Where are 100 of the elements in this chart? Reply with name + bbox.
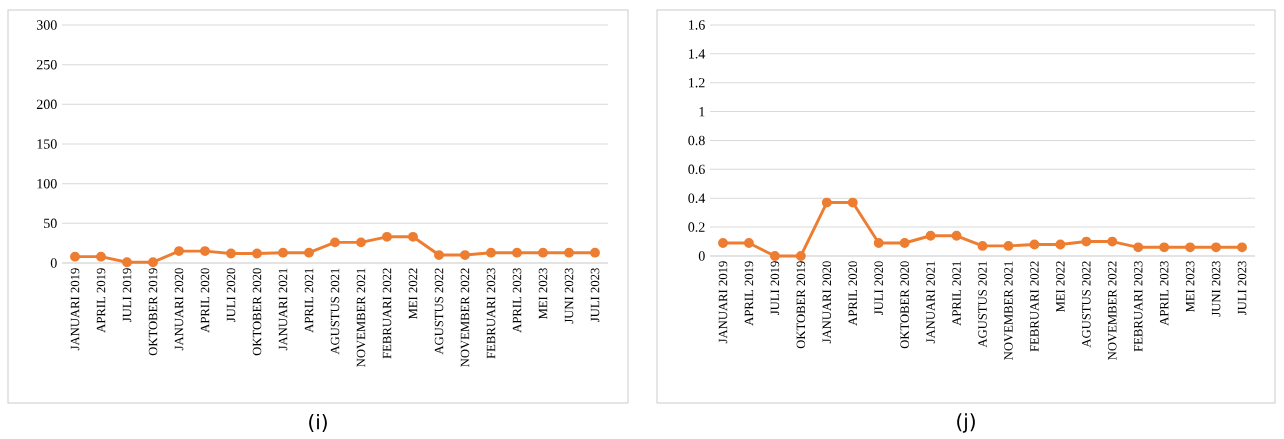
x-tick-label: JUNI 2023 [1211,261,1221,317]
point [252,248,262,259]
y-tick-label: 100 [37,178,57,189]
x-tick-label: JANUARI 2019 [70,268,80,351]
point [1081,236,1092,247]
x-tick-label: JANUARI 2020 [174,268,184,351]
x-tick-label: AGUSTUS 2021 [978,261,987,348]
point [795,251,806,261]
point [847,197,858,208]
text: (j) [957,413,975,433]
point [460,250,470,260]
x-tick-label: JULI 2023 [590,268,600,322]
point [718,238,728,248]
y-tick-label: 250 [36,59,57,70]
x-tick-label: OKTOBER 2020 [900,261,909,349]
point [356,237,366,248]
y-tick-label: 200 [36,99,57,110]
point [564,247,574,258]
x-tick-label: JULI 2023 [1237,261,1247,315]
x-tick-label: FEBRUARI 2022 [1030,261,1039,352]
x-tick-label: AGUSTUS 2022 [434,268,444,355]
point [1211,242,1222,253]
point [200,246,210,257]
point [821,197,832,208]
y-tick-label: 0.6 [688,164,705,175]
x-tick-label: JULI 2019 [770,261,780,315]
x-tick-label: JULI 2020 [226,268,236,322]
y-tick-label: 0 [50,258,57,268]
point [512,247,522,258]
y-tick-label: 300 [36,20,57,30]
point [977,240,988,251]
point [1133,242,1144,253]
x-tick-label: OKTOBER 2019 [148,268,158,356]
x-tick-label: NOVEMBER 2022 [1107,261,1117,360]
x-tick-label: FEBRUARI 2023 [486,268,496,359]
x-tick-label: MEI 2023 [1185,261,1195,313]
x-tick-label: APRIL 2020 [848,261,858,326]
point [1003,240,1014,251]
y-tick-label: 0.2 [688,222,705,232]
text: (i) [309,414,327,432]
x-tick-label: APRIL 2020 [200,268,210,333]
y-tick-label: 50 [44,218,57,229]
point [278,247,288,258]
point [1055,239,1066,250]
y-tick-label: 0.4 [688,193,706,203]
y-tick-label: 1.2 [689,78,705,88]
x-tick-label: NOVEMBER 2021 [356,268,366,367]
point [382,231,392,242]
x-tick-label: APRIL 2021 [952,261,961,326]
y-tick-label: 1 [699,107,705,117]
x-tick-label: AGUSTUS 2022 [1082,261,1091,348]
point [1107,236,1118,247]
x-tick-label: NOVEMBER 2022 [460,268,470,367]
point [873,238,884,248]
x-tick-label: MEI 2022 [1056,261,1065,313]
x-tick-label: JULI 2019 [122,268,132,322]
point [1237,242,1247,253]
y-tick-label: 0.8 [688,135,705,146]
point [226,248,236,259]
point [951,230,962,241]
x-tick-label: JUNI 2023 [564,268,574,324]
x-tick-label: JANUARI 2019 [718,261,728,344]
y-tick-label: 1.6 [689,20,705,30]
x-tick-label: MEI 2022 [408,268,418,320]
point [70,251,80,262]
point [744,238,754,248]
x-tick-label: JANUARI 2021 [926,261,935,344]
x-tick-label: APRIL 2019 [744,261,754,326]
point [538,247,548,258]
x-tick-label: OKTOBER 2020 [252,268,262,356]
point [174,246,184,257]
point [1159,242,1170,253]
point [769,251,780,261]
y-tick-label: 150 [37,139,57,149]
x-tick-label: OKTOBER 2019 [796,261,806,349]
point [590,247,600,258]
x-tick-label: MEI 2023 [538,268,548,320]
point [925,230,936,241]
point [1029,239,1040,250]
x-tick-label: APRIL 2023 [1159,261,1169,326]
x-tick-label: FEBRUARI 2023 [1133,261,1143,352]
point [96,251,106,262]
y-tick-label: 1.4 [689,49,706,59]
x-tick-label: APRIL 2021 [304,268,314,333]
x-tick-label: APRIL 2023 [512,268,522,333]
x-tick-label: JANUARI 2020 [822,261,832,344]
point [899,238,910,248]
point [304,247,314,258]
x-tick-label: APRIL 2019 [96,268,106,333]
x-tick-label: JULI 2020 [874,261,883,315]
x-tick-label: FEBRUARI 2022 [382,268,392,359]
x-tick-label: AGUSTUS 2021 [330,268,340,355]
point [1185,242,1196,253]
point [330,237,340,248]
point [486,247,496,258]
y-tick-label: 0 [698,251,705,261]
point [148,257,158,268]
x-tick-label: NOVEMBER 2021 [1004,261,1013,360]
point [122,257,132,268]
point [408,231,418,242]
